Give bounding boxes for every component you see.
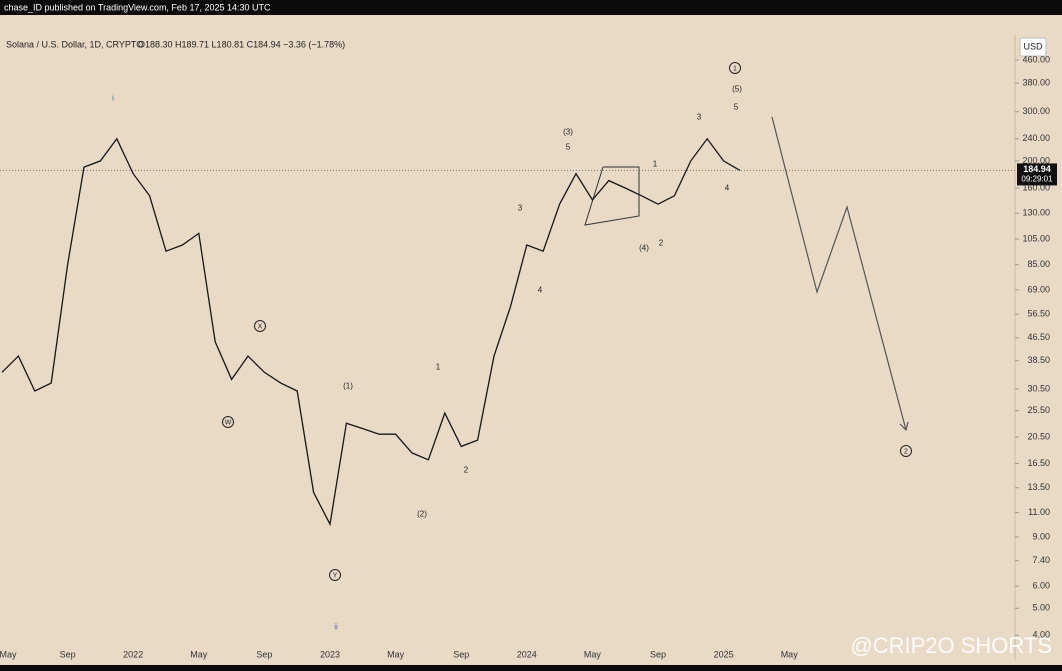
wave-label: 5 [734,103,739,112]
y-tick-label: 9.00 [1032,531,1050,541]
wave-label: (5) [732,85,742,94]
x-tick-label: May [584,649,602,659]
chart-title: Solana / U.S. Dollar, 1D, CRYPTO [6,39,143,49]
wave-label: (3) [563,128,573,137]
bottom-bar [0,665,1062,671]
wave-label: ii [334,623,338,632]
arrow-head [899,421,909,432]
top-bar [0,0,1062,15]
y-tick-label: 56.50 [1027,309,1050,319]
wave-label: (2) [417,510,427,519]
projection-arrow [771,116,907,431]
wave-label: 2 [904,448,908,455]
y-tick-label: 16.50 [1027,458,1050,468]
wave-label: 1 [436,363,441,372]
wave-label: X [258,323,263,330]
y-tick-label: 69.00 [1027,284,1050,294]
y-tick-label: 160.00 [1022,182,1050,192]
y-tick-label: 38.50 [1027,355,1050,365]
currency-box [1019,37,1047,57]
y-tick-label: 30.50 [1027,383,1050,393]
wave-label: 3 [697,113,702,122]
price-line [1,137,741,527]
x-tick-label: 2022 [123,649,143,659]
last-price: 184.94 [1023,164,1051,174]
y-tick-label: 7.40 [1032,555,1050,565]
x-tick-label: 2023 [320,649,340,659]
y-tick-label: 25.50 [1027,405,1050,415]
y-tick-label: 4.00 [1032,630,1050,640]
y-tick-label: 5.00 [1032,603,1050,613]
x-tick-label: May [387,649,405,659]
wave-circle [900,445,912,457]
currency: USD [1023,41,1043,51]
x-tick-label: 2024 [517,649,537,659]
ohlc: O188.30 H189.71 L180.81 C184.94 −3.36 (−… [138,39,345,49]
y-tick-label: 300.00 [1022,106,1050,116]
x-tick-label: Sep [256,649,272,659]
y-tick-label: 130.00 [1022,208,1050,218]
wave-label: Y [333,572,338,579]
wave-label: (4) [639,244,649,253]
y-tick-label: 460.00 [1022,54,1050,64]
x-tick-label: Sep [650,649,666,659]
wave-label: i [112,94,114,103]
wave-circle [329,569,341,581]
wave-label: 1 [733,65,737,72]
wave-circle [729,62,741,74]
y-tick-label: 11.00 [1028,507,1050,517]
triangle-pattern [584,166,640,226]
wave-label: 2 [659,239,664,248]
y-tick-label: 85.00 [1027,259,1050,269]
x-tick-label: Sep [453,649,469,659]
wave-circle [254,320,266,332]
y-tick-label: 13.50 [1027,482,1050,492]
wave-label: (1) [343,382,353,391]
x-tick-label: May [781,649,799,659]
watermark: @CRIP2O SHORTS [850,633,1052,658]
wave-label: 2 [464,466,469,475]
x-tick-label: May [190,649,208,659]
x-tick-label: May [0,649,17,659]
price-tag [1017,163,1057,186]
x-tick-label: Sep [60,649,76,659]
y-tick-label: 200.00 [1022,155,1050,165]
x-tick-label: 2025 [714,649,734,659]
y-tick-label: 380.00 [1022,77,1050,87]
y-tick-label: 46.50 [1027,332,1050,342]
wave-label: W [225,419,232,426]
wave-label: 1 [653,160,658,169]
countdown: 09:29:01 [1021,175,1053,184]
y-tick-label: 6.00 [1032,581,1050,591]
wave-label: 4 [538,286,543,295]
y-tick-label: 20.50 [1027,432,1050,442]
wave-label: 3 [518,204,523,213]
y-tick-label: 240.00 [1022,133,1050,143]
wave-circle [222,416,234,428]
wave-label: 5 [566,143,571,152]
publisher: chase_ID published on TradingView.com, F… [4,2,271,12]
y-tick-label: 105.00 [1022,233,1050,243]
wave-label: 4 [725,184,730,193]
